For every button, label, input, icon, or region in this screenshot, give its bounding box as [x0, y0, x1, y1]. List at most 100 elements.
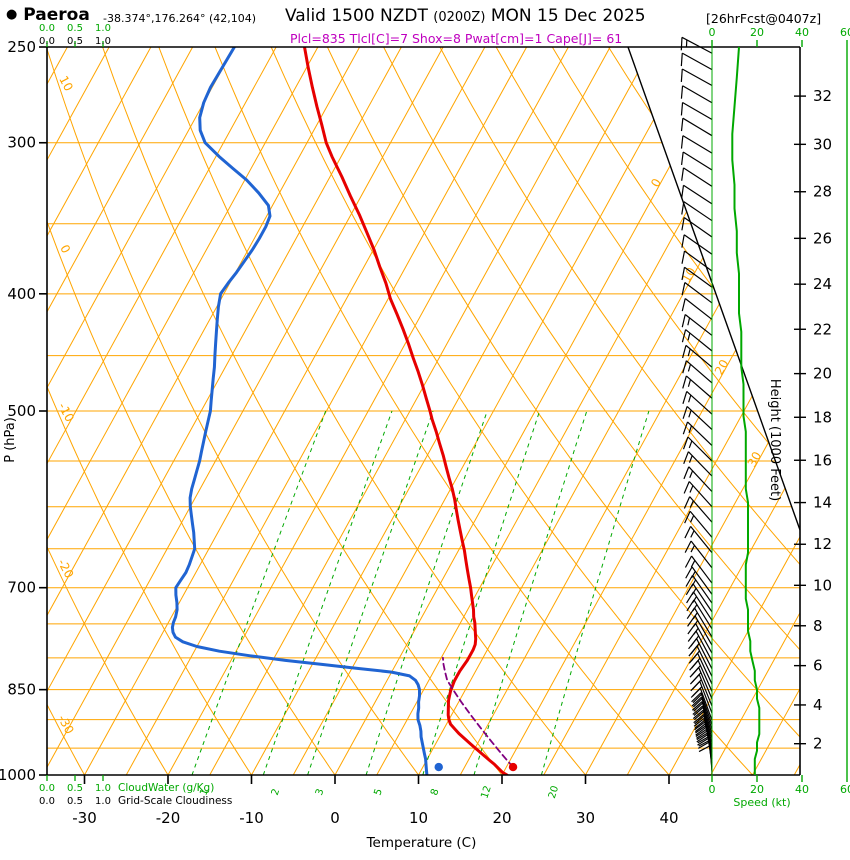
svg-text:5: 5: [372, 787, 384, 796]
svg-text:18: 18: [813, 408, 832, 426]
svg-text:10: 10: [56, 74, 76, 94]
svg-text:20: 20: [813, 365, 832, 383]
svg-text:16: 16: [813, 451, 832, 469]
svg-text:30: 30: [813, 135, 832, 153]
svg-text:8: 8: [429, 787, 441, 796]
svg-text:10: 10: [409, 809, 428, 827]
svg-text:22: 22: [813, 320, 832, 338]
svg-text:12: 12: [813, 535, 832, 553]
svg-text:2: 2: [813, 735, 823, 753]
svg-text:0.0: 0.0: [39, 36, 55, 47]
svg-text:-20: -20: [55, 557, 77, 581]
svg-text:250: 250: [7, 38, 36, 56]
svg-text:-30: -30: [55, 713, 77, 737]
valid-zulu: (0200Z): [433, 10, 486, 25]
svg-text:Grid-Scale Cloudiness: Grid-Scale Cloudiness: [118, 795, 232, 807]
svg-text:1.0: 1.0: [95, 783, 111, 794]
valid-prefix: Valid 1500 NZDT: [285, 6, 428, 26]
svg-text:26: 26: [813, 229, 832, 247]
valid-date: MON 15 Dec 2025: [490, 6, 646, 26]
wind-barbs: [680, 36, 713, 774]
svg-text:10: 10: [813, 576, 832, 594]
svg-text:700: 700: [7, 579, 36, 597]
svg-text:P (hPa): P (hPa): [3, 417, 18, 463]
svg-text:32: 32: [813, 87, 832, 105]
temperature-curve: [303, 47, 509, 775]
svg-text:500: 500: [7, 402, 36, 420]
svg-text:60: 60: [840, 783, 850, 796]
svg-text:-10: -10: [55, 400, 77, 424]
svg-text:Speed (kt): Speed (kt): [733, 796, 790, 809]
svg-text:40: 40: [659, 809, 678, 827]
svg-text:12: 12: [479, 784, 493, 800]
forecast-tag: [26hrFcst@0407z]: [706, 11, 822, 26]
skewt-grid: [47, 47, 800, 775]
station-name: Paeroa: [23, 5, 90, 25]
svg-text:8: 8: [813, 617, 823, 635]
svg-text:60: 60: [840, 26, 850, 39]
svg-text:1000: 1000: [0, 766, 36, 784]
svg-text:300: 300: [7, 134, 36, 152]
svg-text:-20: -20: [156, 809, 181, 827]
svg-text:20: 20: [547, 784, 561, 800]
dewpoint-curve: [170, 47, 429, 775]
svg-text:40: 40: [795, 26, 809, 39]
svg-text:-10: -10: [239, 809, 264, 827]
svg-text:20: 20: [492, 809, 511, 827]
svg-text:Height (1000 Feet): Height (1000 Feet): [767, 379, 782, 501]
svg-text:1.0: 1.0: [95, 796, 111, 807]
cloudiness-scale: 0.0 0.0 0.5 0.5 1.0 1.0 Grid-Scale Cloudiness: [39, 36, 232, 807]
svg-text:0.0: 0.0: [39, 796, 55, 807]
svg-text:28: 28: [813, 183, 832, 201]
parcel-ascent-curve: [442, 656, 514, 768]
station-bullet: ●: [6, 7, 18, 22]
svg-text:24: 24: [813, 275, 832, 293]
pressure-axis: 250 300 400 500 700 850 1000 P (hPa): [0, 38, 47, 784]
svg-text:0: 0: [648, 176, 664, 189]
svg-text:CloudWater (g/Kg): CloudWater (g/Kg): [118, 782, 214, 794]
svg-text:1.0: 1.0: [95, 36, 111, 47]
svg-text:1.0: 1.0: [95, 23, 111, 34]
svg-text:1: 1: [198, 787, 210, 796]
valid-time: Valid 1500 NZDT (0200Z) MON 15 Dec 2025: [285, 6, 646, 26]
svg-text:0.0: 0.0: [39, 783, 55, 794]
svg-text:-30: -30: [72, 809, 97, 827]
station-coords: -38.374°,176.264° (42,104): [103, 12, 257, 25]
svg-text:30: 30: [576, 809, 595, 827]
svg-text:20: 20: [750, 783, 764, 796]
svg-text:0: 0: [57, 242, 73, 255]
svg-text:4: 4: [813, 696, 823, 714]
svg-text:3: 3: [314, 787, 326, 796]
mixing-ratio-labels: 1 2 3 5 8 12 20: [198, 784, 561, 800]
svg-text:20: 20: [712, 357, 732, 377]
svg-text:0.5: 0.5: [67, 23, 83, 34]
cloudwater-scale: 0.0 0.0 0.5 0.5 1.0 1.0 CloudWater (g/Kg): [39, 23, 214, 794]
svg-text:400: 400: [7, 285, 36, 303]
station-title: ● Paeroa: [6, 5, 90, 25]
svg-text:6: 6: [813, 657, 823, 675]
svg-text:0.0: 0.0: [39, 23, 55, 34]
svg-text:Temperature (C): Temperature (C): [366, 835, 477, 851]
svg-text:0: 0: [709, 783, 716, 796]
svg-text:30: 30: [745, 449, 765, 469]
speed-axis: 0 0 20 20 40 40 60 60 Speed (kt): [709, 26, 850, 809]
svg-text:0: 0: [709, 26, 716, 39]
wind-speed-profile: [731, 46, 761, 775]
surface-temp-dot: [508, 762, 518, 772]
svg-text:20: 20: [750, 26, 764, 39]
svg-text:0: 0: [330, 809, 340, 827]
svg-text:0.5: 0.5: [67, 36, 83, 47]
svg-text:40: 40: [795, 783, 809, 796]
svg-text:2: 2: [270, 787, 282, 796]
surface-dewpoint-dot: [434, 762, 443, 772]
svg-text:850: 850: [7, 681, 36, 699]
svg-text:14: 14: [813, 494, 832, 512]
sounding-parameters: Plcl=835 Tlcl[C]=7 Shox=8 Pwat[cm]=1 Cap…: [290, 31, 623, 46]
svg-text:0.5: 0.5: [67, 796, 83, 807]
temperature-axis: -30 -20 -10 0 10 20 30 40 Temperature (C): [72, 775, 679, 851]
svg-text:0.5: 0.5: [67, 783, 83, 794]
